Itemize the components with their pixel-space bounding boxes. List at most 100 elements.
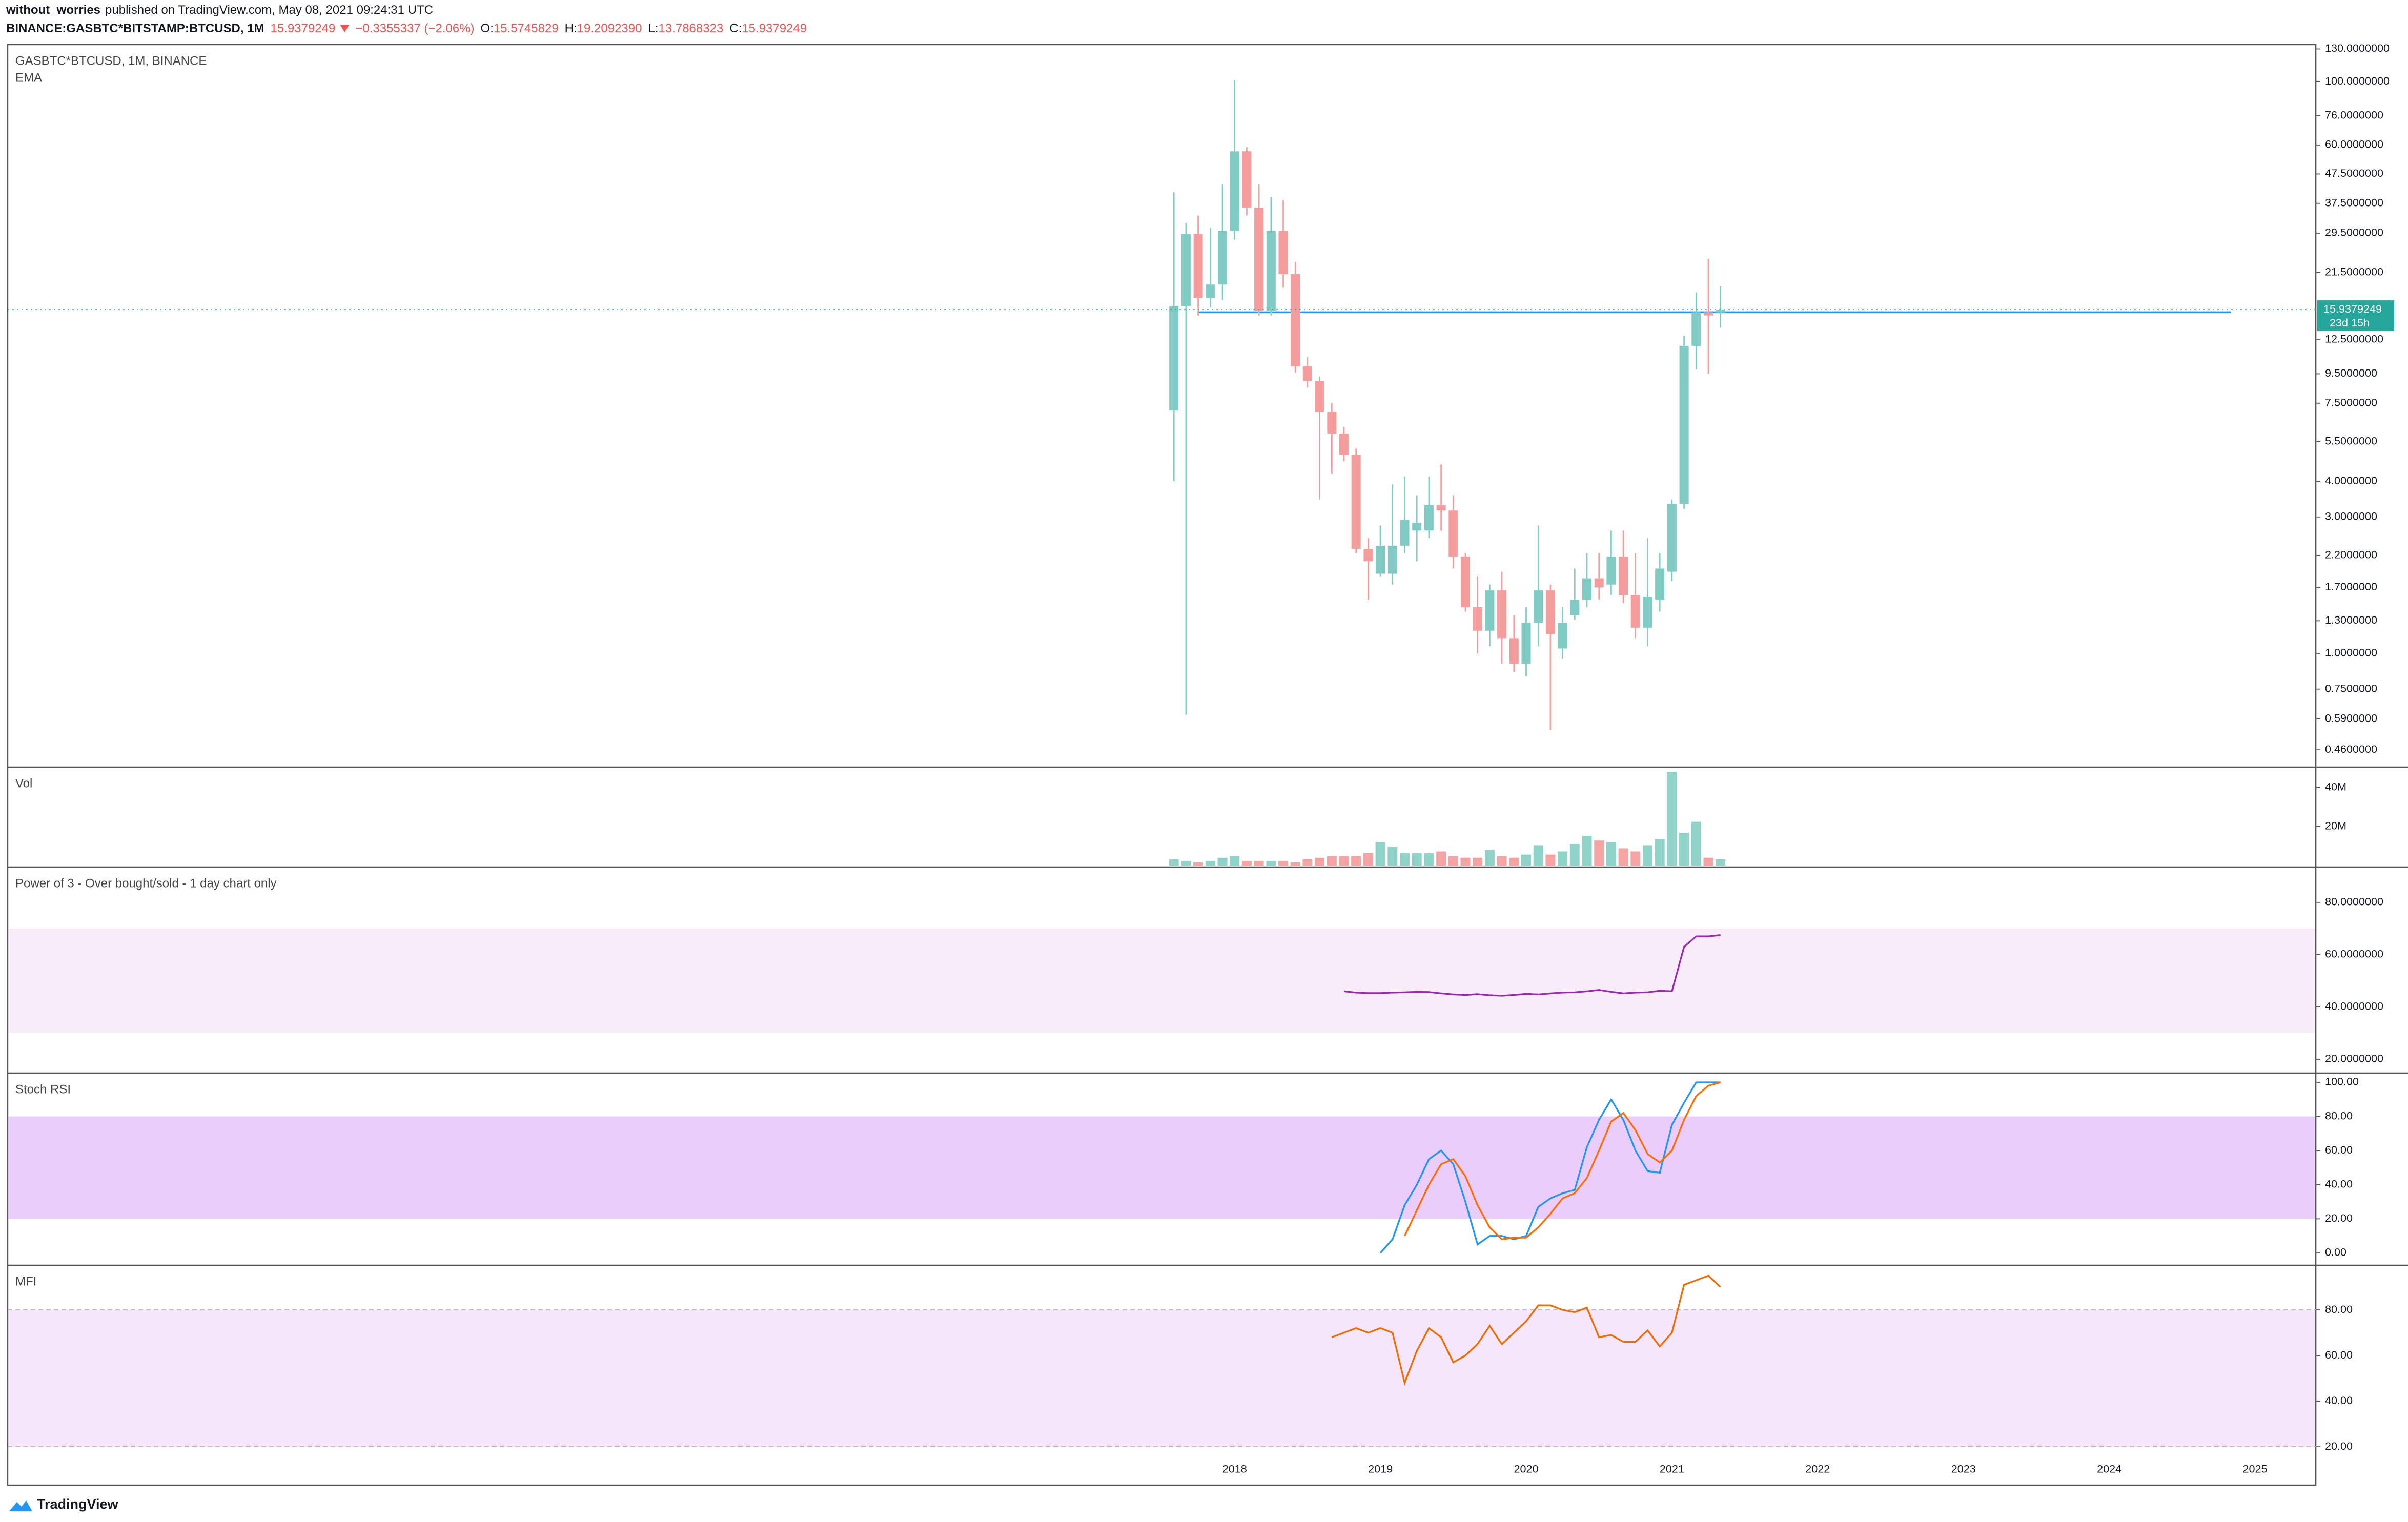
indicator-line (1343, 934, 1721, 997)
candle-body (1679, 345, 1689, 504)
candle-body (1485, 590, 1495, 631)
candle-body (1521, 623, 1531, 664)
volume-bar (1351, 856, 1361, 866)
ohlc-label: O: (481, 22, 494, 35)
volume-bar (1473, 857, 1483, 866)
candle-body (1436, 505, 1446, 511)
volume-bar (1460, 857, 1471, 866)
volume-bar (1302, 859, 1313, 866)
y-tick-label: 2.2000000 (2325, 548, 2377, 561)
change: −0.3355337 (−2.06%) (355, 22, 474, 35)
candle-body (1315, 381, 1324, 412)
volume-bar (1181, 860, 1191, 866)
y-tick-label: 100.0000000 (2325, 74, 2390, 87)
volume-bar (1679, 832, 1689, 866)
volume-bar (1217, 857, 1228, 866)
candle-body (1509, 638, 1519, 664)
ohlc-label: L: (648, 22, 658, 35)
y-tick-label: 40.0000000 (2325, 1000, 2383, 1013)
y-tick-label: 1.3000000 (2325, 613, 2377, 626)
candle-body (1230, 151, 1239, 231)
x-tick-label: 2023 (1951, 1463, 1976, 1475)
y-tick-label: 40.00 (2325, 1394, 2353, 1407)
volume-bar (1327, 856, 1337, 866)
band (8, 928, 2315, 1033)
volume-bar (1424, 853, 1434, 866)
candle-body (1327, 412, 1337, 434)
x-tick-label: 2022 (1805, 1463, 1830, 1475)
candle-body (1412, 523, 1422, 531)
volume-bar (1412, 853, 1422, 866)
volume-bar (1241, 860, 1252, 866)
volume-bar (1448, 856, 1458, 866)
candle-body (1217, 231, 1228, 285)
candle-body (1376, 545, 1385, 574)
y-tick-label: 21.5000000 (2325, 265, 2383, 278)
x-tick-label: 2018 (1222, 1463, 1247, 1475)
ohlc-value: 15.9379249 (742, 22, 807, 35)
volume-bar (1691, 821, 1701, 866)
x-tick-label: 2024 (2097, 1463, 2121, 1475)
volume-bar (1387, 847, 1398, 866)
volume-bar (1521, 854, 1531, 866)
volume-bar (1716, 859, 1726, 866)
y-tick-label: 60.0000000 (2325, 138, 2383, 151)
volume-bar (1339, 856, 1349, 866)
published: published on TradingView.com, May 08, 20… (105, 3, 433, 17)
candle-body (1400, 520, 1410, 546)
candle-body (1302, 366, 1312, 381)
y-tick-label: 80.00 (2325, 1109, 2353, 1122)
candle-body (1254, 208, 1264, 311)
y-tick-label: 37.5000000 (2325, 196, 2383, 209)
y-tick-label: 80.00 (2325, 1303, 2353, 1315)
candle-body (1716, 310, 1725, 313)
header-line-1: without_worries published on TradingView.… (6, 3, 433, 17)
y-tick-label: 12.5000000 (2325, 333, 2383, 345)
candle-body (1181, 234, 1191, 306)
volume-bar (1558, 851, 1568, 866)
volume-bar (1363, 853, 1373, 866)
volume-bar (1230, 856, 1240, 866)
last-price: 15.9379249 (271, 22, 336, 35)
candle-body (1691, 312, 1701, 346)
y-tick-label: 40M (2325, 780, 2346, 793)
candle-body (1534, 590, 1543, 623)
candle-body (1278, 231, 1288, 274)
volume-bar (1582, 836, 1592, 866)
candle-body (1619, 557, 1628, 595)
pane-title: Power of 3 - Over bought/sold - 1 day ch… (15, 876, 277, 890)
volume-bar (1205, 860, 1215, 866)
band (8, 1116, 2315, 1219)
y-tick-label: 20.00 (2325, 1211, 2353, 1224)
volume-bar (1254, 860, 1264, 866)
y-tick-label: 40.00 (2325, 1178, 2353, 1190)
volume-bar (1375, 842, 1385, 866)
x-tick-label: 2021 (1660, 1463, 1684, 1475)
volume-bar (1569, 844, 1580, 866)
symbol: BINANCE:GASBTC*BITSTAMP:BTCUSD, 1M (6, 22, 264, 35)
pane-title: Stoch RSI (15, 1082, 71, 1096)
last-price-box (2317, 300, 2394, 332)
y-tick-label: 20.00 (2325, 1439, 2353, 1452)
candle-body (1448, 510, 1458, 557)
indicator-line (1404, 1081, 1721, 1241)
x-tick-label: 2019 (1368, 1463, 1393, 1475)
y-tick-label: 80.0000000 (2325, 895, 2383, 908)
y-tick-label: 9.5000000 (2325, 366, 2377, 379)
candle-body (1339, 434, 1349, 455)
candle-body (1643, 597, 1652, 628)
y-tick-label: 7.5000000 (2325, 396, 2377, 408)
ohlc: O:15.5745829 H:19.2092390 L:13.7868323 C:15… (481, 22, 807, 35)
candle-body (1667, 504, 1677, 572)
ohlc-value: 13.7868323 (658, 22, 723, 35)
y-tick-label: 0.5900000 (2325, 712, 2377, 725)
volume-bar (1497, 856, 1507, 866)
y-tick-label: 1.0000000 (2325, 646, 2377, 659)
pane-title: MFI (15, 1274, 36, 1288)
candle-body (1387, 545, 1397, 574)
candle-body (1582, 578, 1592, 600)
ohlc-value: 15.5745829 (494, 22, 559, 35)
y-tick-label: 60.00 (2325, 1143, 2353, 1156)
